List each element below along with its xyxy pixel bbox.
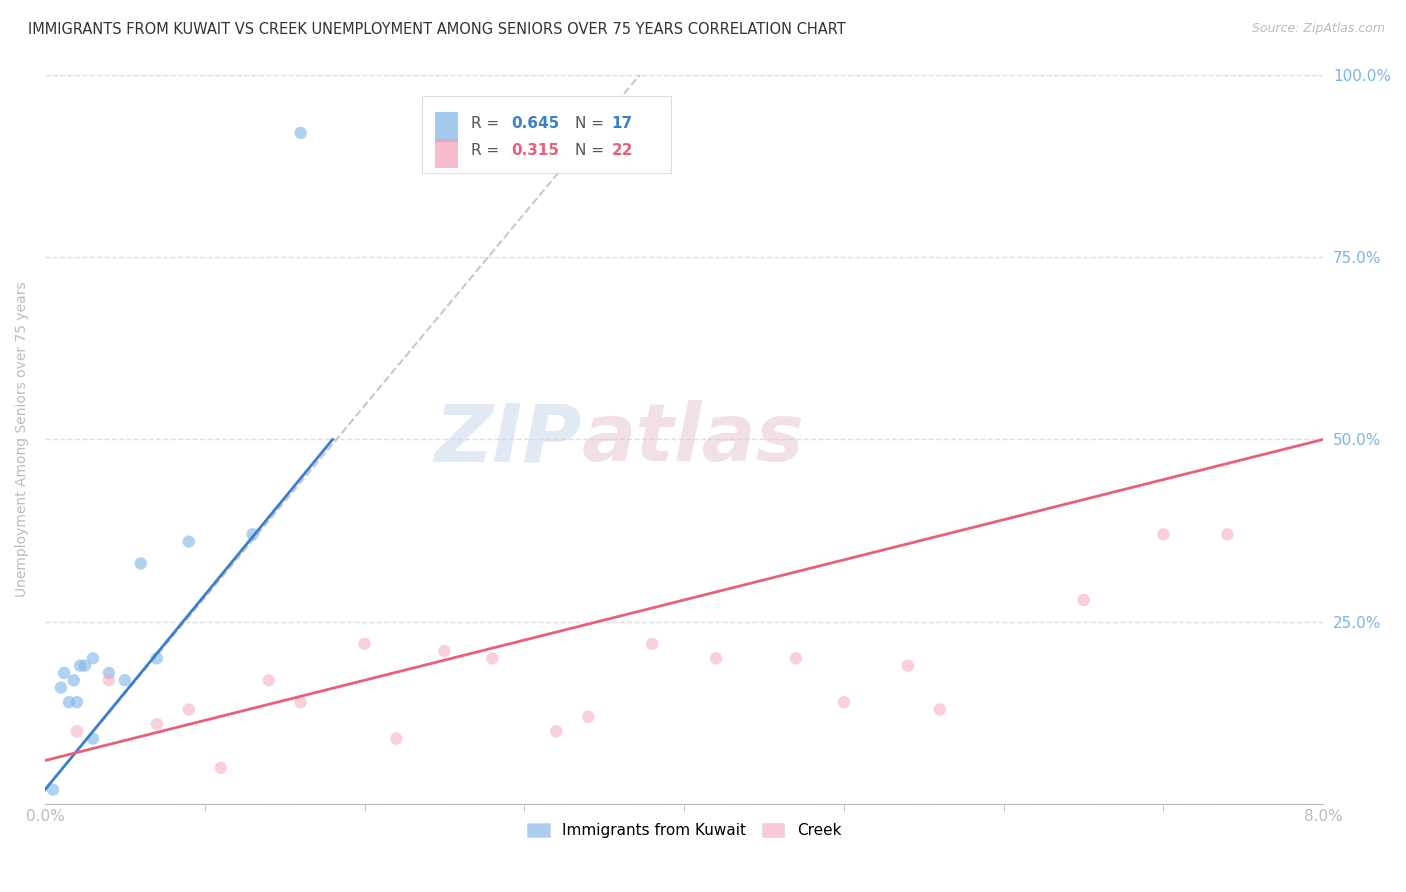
Point: [73, 658, 96, 673]
Point: [97, 665, 120, 680]
Point: [704, 651, 727, 665]
Point: [58, 695, 80, 709]
Text: 0.645: 0.645: [512, 116, 560, 131]
Point: [385, 731, 408, 746]
Point: [62, 673, 84, 688]
Point: [353, 637, 375, 651]
Point: [82, 651, 104, 665]
Point: [641, 637, 664, 651]
Text: 22: 22: [612, 143, 633, 158]
Point: [242, 527, 264, 541]
Text: R =: R =: [471, 116, 503, 131]
Legend: Immigrants from Kuwait, Creek: Immigrants from Kuwait, Creek: [522, 817, 848, 844]
Point: [129, 557, 152, 571]
Point: [257, 673, 280, 688]
Point: [97, 673, 120, 688]
Point: [546, 724, 568, 739]
Text: 0.315: 0.315: [512, 143, 560, 158]
Point: [49, 681, 72, 695]
Text: R =: R =: [471, 143, 503, 158]
Y-axis label: Unemployment Among Seniors over 75 years: Unemployment Among Seniors over 75 years: [15, 282, 30, 598]
Point: [69, 658, 91, 673]
Text: atlas: atlas: [582, 401, 804, 478]
Point: [576, 710, 599, 724]
Text: IMMIGRANTS FROM KUWAIT VS CREEK UNEMPLOYMENT AMONG SENIORS OVER 75 YEARS CORRELA: IMMIGRANTS FROM KUWAIT VS CREEK UNEMPLOY…: [28, 22, 846, 37]
Text: N =: N =: [575, 143, 609, 158]
Point: [53, 665, 76, 680]
Point: [290, 126, 312, 140]
Point: [66, 695, 89, 709]
Point: [785, 651, 807, 665]
Point: [114, 673, 136, 688]
Point: [209, 761, 232, 775]
Point: [433, 644, 456, 658]
Text: Source: ZipAtlas.com: Source: ZipAtlas.com: [1251, 22, 1385, 36]
Point: [146, 717, 169, 731]
Point: [897, 658, 920, 673]
Text: N =: N =: [575, 116, 609, 131]
FancyBboxPatch shape: [434, 139, 458, 169]
Point: [42, 782, 65, 797]
Point: [1216, 527, 1239, 541]
FancyBboxPatch shape: [434, 112, 458, 142]
Point: [66, 724, 89, 739]
Text: ZIP: ZIP: [434, 401, 582, 478]
Point: [177, 702, 200, 716]
Point: [481, 651, 503, 665]
Text: 17: 17: [612, 116, 633, 131]
Point: [1073, 593, 1095, 607]
Point: [82, 731, 104, 746]
Point: [177, 534, 200, 549]
Point: [832, 695, 855, 709]
Point: [146, 651, 169, 665]
FancyBboxPatch shape: [422, 96, 671, 173]
Point: [928, 702, 950, 716]
Point: [290, 695, 312, 709]
Point: [1153, 527, 1175, 541]
